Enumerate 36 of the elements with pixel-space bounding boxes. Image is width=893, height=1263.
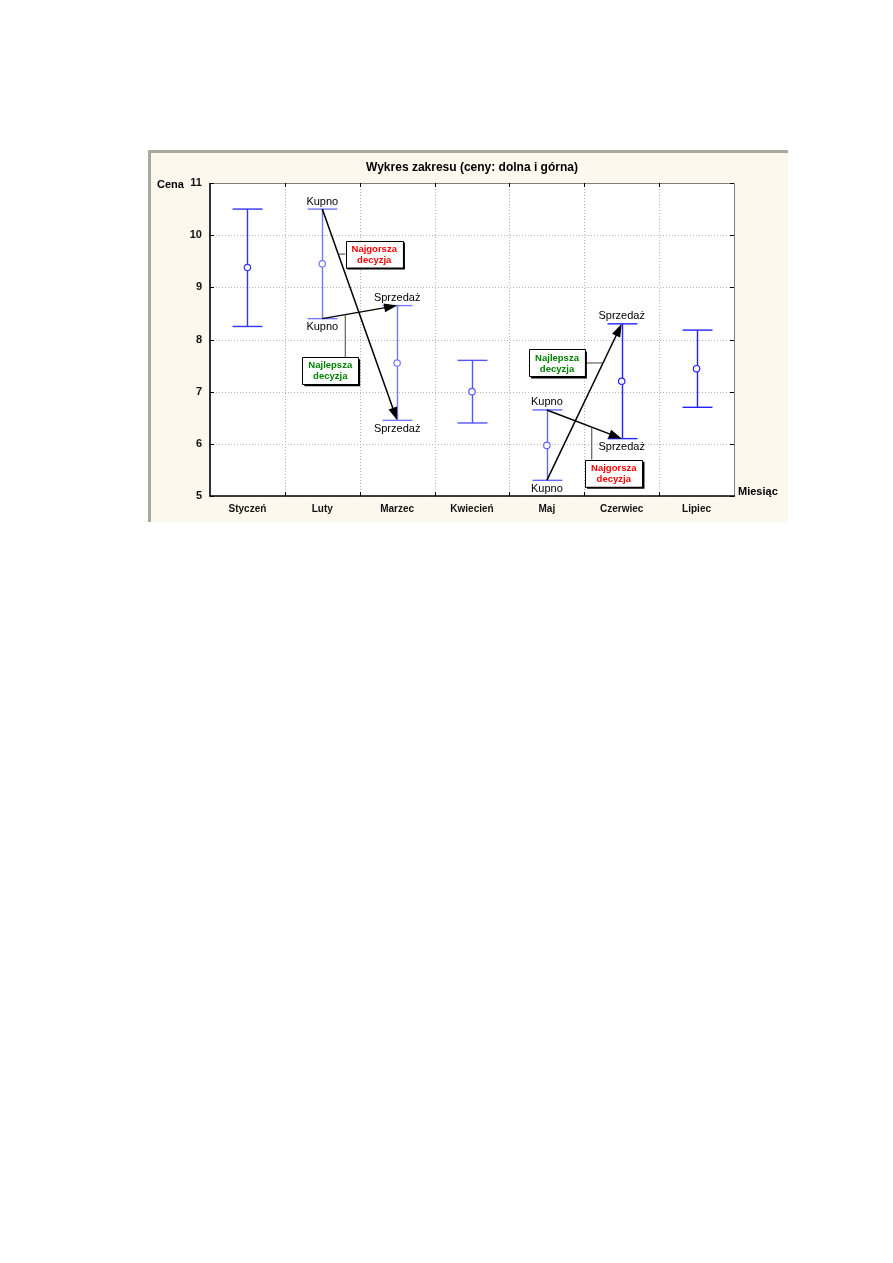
y-tick-label: 9 — [195, 280, 202, 293]
y-tick-label: 5 — [195, 489, 202, 502]
annotation: Najlepsza decyzja — [308, 359, 353, 382]
x-axis-title: Miesiąc — [738, 485, 778, 498]
point — [692, 364, 701, 373]
x-tick-label: Luty — [311, 502, 334, 514]
annotation: Kupno — [306, 194, 339, 207]
y-tick-label: 8 — [195, 332, 202, 345]
annotation: Najgorsza decyzja — [351, 242, 398, 265]
x-tick-label: Maj — [538, 502, 556, 514]
point — [393, 359, 401, 367]
y-tick-label: 6 — [195, 436, 202, 449]
annotation: Sprzedaż — [598, 440, 645, 453]
annotation: Sprzedaż — [598, 309, 645, 322]
point — [617, 377, 626, 386]
point — [468, 387, 476, 396]
x-tick-label: Styczeń — [228, 502, 267, 514]
point — [543, 441, 551, 450]
y-axis-title: Cena — [157, 178, 185, 191]
annotation: Najlepsza decyzja — [535, 351, 580, 374]
point — [243, 263, 252, 272]
annotation: Kupno — [530, 481, 563, 494]
annotation: Sprzedaż — [373, 421, 421, 434]
annotation: Kupno — [306, 320, 339, 333]
y-tick-label: 11 — [190, 176, 202, 189]
x-tick-label: Lipiec — [682, 502, 712, 514]
y-tick-label: 7 — [195, 384, 202, 397]
y-tick-label: 10 — [189, 228, 202, 241]
x-tick-label: Czerwiec — [600, 502, 644, 514]
point — [318, 260, 327, 268]
x-tick-label: Marzec — [380, 502, 415, 514]
annotation: Sprzedaż — [373, 291, 421, 304]
chart-title: Wykres zakresu (ceny: dolna i górna) — [366, 160, 578, 175]
annotation: Kupno — [530, 395, 563, 408]
x-tick-label: Kwiecień — [450, 502, 494, 514]
annotation: Najgorsza decyzja — [591, 461, 638, 484]
